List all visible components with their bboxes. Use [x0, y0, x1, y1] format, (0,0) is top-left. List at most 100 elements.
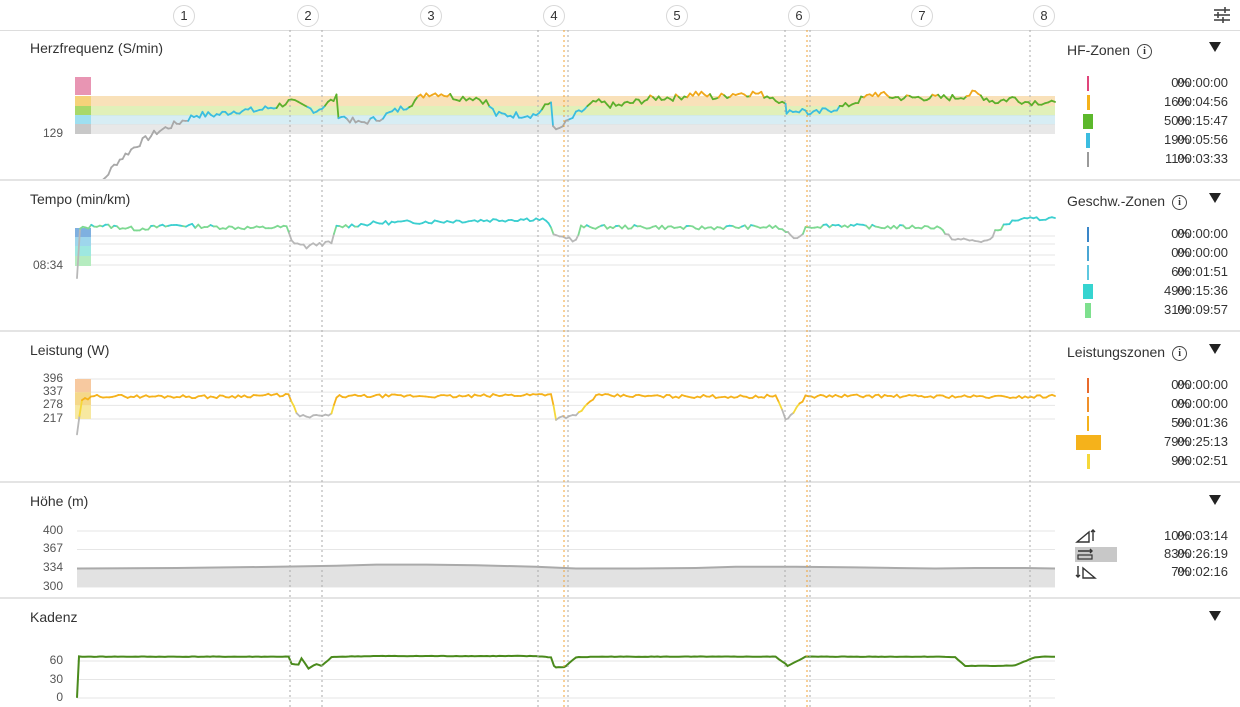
- power-line-segment: [1051, 393, 1056, 397]
- divider: [0, 330, 1240, 332]
- hr-line-segment: [749, 90, 754, 98]
- sliders-icon[interactable]: [1212, 5, 1232, 25]
- hr-line-segment: [116, 158, 121, 166]
- hr-line-segment: [541, 103, 546, 111]
- zone-row: 31% 00:09:57: [1070, 302, 1230, 321]
- hr-line-segment: [760, 90, 766, 99]
- power-line-segment: [292, 405, 298, 414]
- hr-line-segment: [351, 116, 357, 124]
- triangle-down-icon[interactable]: [1208, 493, 1222, 507]
- hr-line-segment: [1050, 99, 1056, 103]
- pace-line-segment: [947, 233, 953, 241]
- uphill-icon: [1075, 529, 1096, 543]
- hr-line-segment: [672, 93, 677, 102]
- y-tick-label: 60: [49, 653, 63, 667]
- zone-percent: 7%: [1171, 564, 1190, 579]
- hr-line-segment: [138, 137, 144, 148]
- zone-percent: 79%: [1163, 434, 1190, 449]
- power-line-segment: [550, 393, 555, 407]
- zone-percent: 31%: [1163, 302, 1190, 317]
- pace-line-segment: [330, 232, 335, 245]
- downhill-icon: [1075, 566, 1097, 579]
- zone-time: 00:02:16: [1177, 564, 1228, 579]
- power-line-segment: [330, 404, 335, 415]
- pace-line-segment: [550, 226, 555, 236]
- hr-line-segment: [835, 104, 841, 112]
- zone-row: 0% 00:00:00: [1070, 377, 1230, 396]
- zone-row: 0% 00:00:00: [1070, 245, 1230, 264]
- zone-swatch: [75, 96, 91, 106]
- hr-line-segment: [485, 99, 491, 108]
- plot-area: [76, 530, 1056, 588]
- hr-line-segment: [150, 129, 155, 137]
- plot-area: [75, 216, 1056, 279]
- zone-time: 00:00:00: [1177, 396, 1228, 411]
- panel-title: Herzfrequenz (S/min): [30, 40, 164, 56]
- heart-rate-panel: Herzfrequenz (S/min) HF-Zonen i 129 0% 00:0…: [0, 30, 1240, 180]
- pace-line-segment: [575, 233, 580, 241]
- hr-line-segment: [449, 92, 455, 101]
- y-tick-label: 334: [42, 559, 63, 574]
- lap-marker-2[interactable]: 2: [297, 5, 319, 27]
- zone-swatch: [75, 106, 91, 115]
- hr-line-segment: [366, 117, 372, 125]
- lap-marker-3[interactable]: 3: [420, 5, 442, 27]
- power-line-segment: [78, 399, 83, 417]
- zone-bar: [1086, 454, 1090, 469]
- zone-time: 00:00:00: [1177, 75, 1228, 90]
- info-icon[interactable]: i: [1172, 195, 1188, 210]
- lap-marker-1[interactable]: 1: [173, 5, 195, 27]
- pace-line-segment: [999, 223, 1005, 231]
- pace-line-segment: [802, 226, 807, 235]
- zone-bar: [1087, 76, 1089, 91]
- terrain-row: 83% 00:26:19: [1070, 546, 1230, 565]
- zone-time: 00:26:19: [1177, 546, 1228, 561]
- triangle-down-icon[interactable]: [1208, 609, 1222, 623]
- zone-percent: 19%: [1163, 132, 1190, 147]
- info-icon[interactable]: i: [1137, 44, 1153, 59]
- lap-marker-7[interactable]: 7: [911, 5, 933, 27]
- pace-line-segment: [76, 227, 81, 279]
- triangle-down-icon[interactable]: [1208, 342, 1222, 356]
- y-tick-label: 396: [42, 371, 63, 385]
- power-line-segment: [76, 414, 81, 436]
- zone-time: 00:09:57: [1177, 302, 1228, 317]
- power-line-segment: [333, 396, 338, 406]
- power-line-segment: [777, 401, 784, 411]
- pace-panel: Tempo (min/km) Geschw.-Zonen i 08:34 0% 00:…: [0, 181, 1240, 331]
- hr-line-segment: [968, 89, 974, 97]
- info-icon[interactable]: i: [1172, 346, 1188, 361]
- zone-time: 00:00:00: [1177, 245, 1228, 260]
- hr-line-segment: [784, 102, 788, 115]
- zone-time: 00:02:51: [1177, 453, 1228, 468]
- hr-line-segment: [411, 99, 416, 107]
- terrain-row: 10% 00:03:14: [1070, 528, 1230, 547]
- lap-marker-5[interactable]: 5: [666, 5, 688, 27]
- zone-percent: 6%: [1171, 264, 1190, 279]
- hr-line-segment: [857, 95, 863, 104]
- zone-percent: 5%: [1171, 415, 1190, 430]
- zone-row: 16% 00:04:56: [1070, 94, 1230, 113]
- pace-line-segment: [285, 225, 290, 234]
- zone-percent: 0%: [1171, 245, 1190, 260]
- zone-percent: 0%: [1171, 377, 1190, 392]
- y-tick-label: 367: [42, 541, 63, 556]
- panel-title: Höhe (m): [30, 493, 89, 509]
- zone-band: [77, 106, 1055, 116]
- hr-line-segment: [107, 166, 113, 176]
- lap-marker-4[interactable]: 4: [543, 5, 565, 27]
- triangle-down-icon[interactable]: [1208, 40, 1222, 54]
- zone-swatch: [75, 246, 91, 256]
- zone-row: 79% 00:25:13: [1070, 434, 1230, 453]
- zone-bar: [1087, 152, 1089, 167]
- zone-percent: 11%: [1164, 151, 1190, 166]
- panel-title: Tempo (min/km): [30, 191, 131, 207]
- lap-marker-6[interactable]: 6: [788, 5, 810, 27]
- y-tick-label: 08:34: [32, 258, 63, 272]
- hr-line-segment: [948, 94, 954, 102]
- triangle-down-icon[interactable]: [1208, 191, 1222, 205]
- lap-marker-8[interactable]: 8: [1033, 5, 1055, 27]
- zone-bar: [1087, 265, 1089, 280]
- y-tick-label: 300: [42, 579, 63, 593]
- zone-time: 00:05:56: [1177, 132, 1228, 147]
